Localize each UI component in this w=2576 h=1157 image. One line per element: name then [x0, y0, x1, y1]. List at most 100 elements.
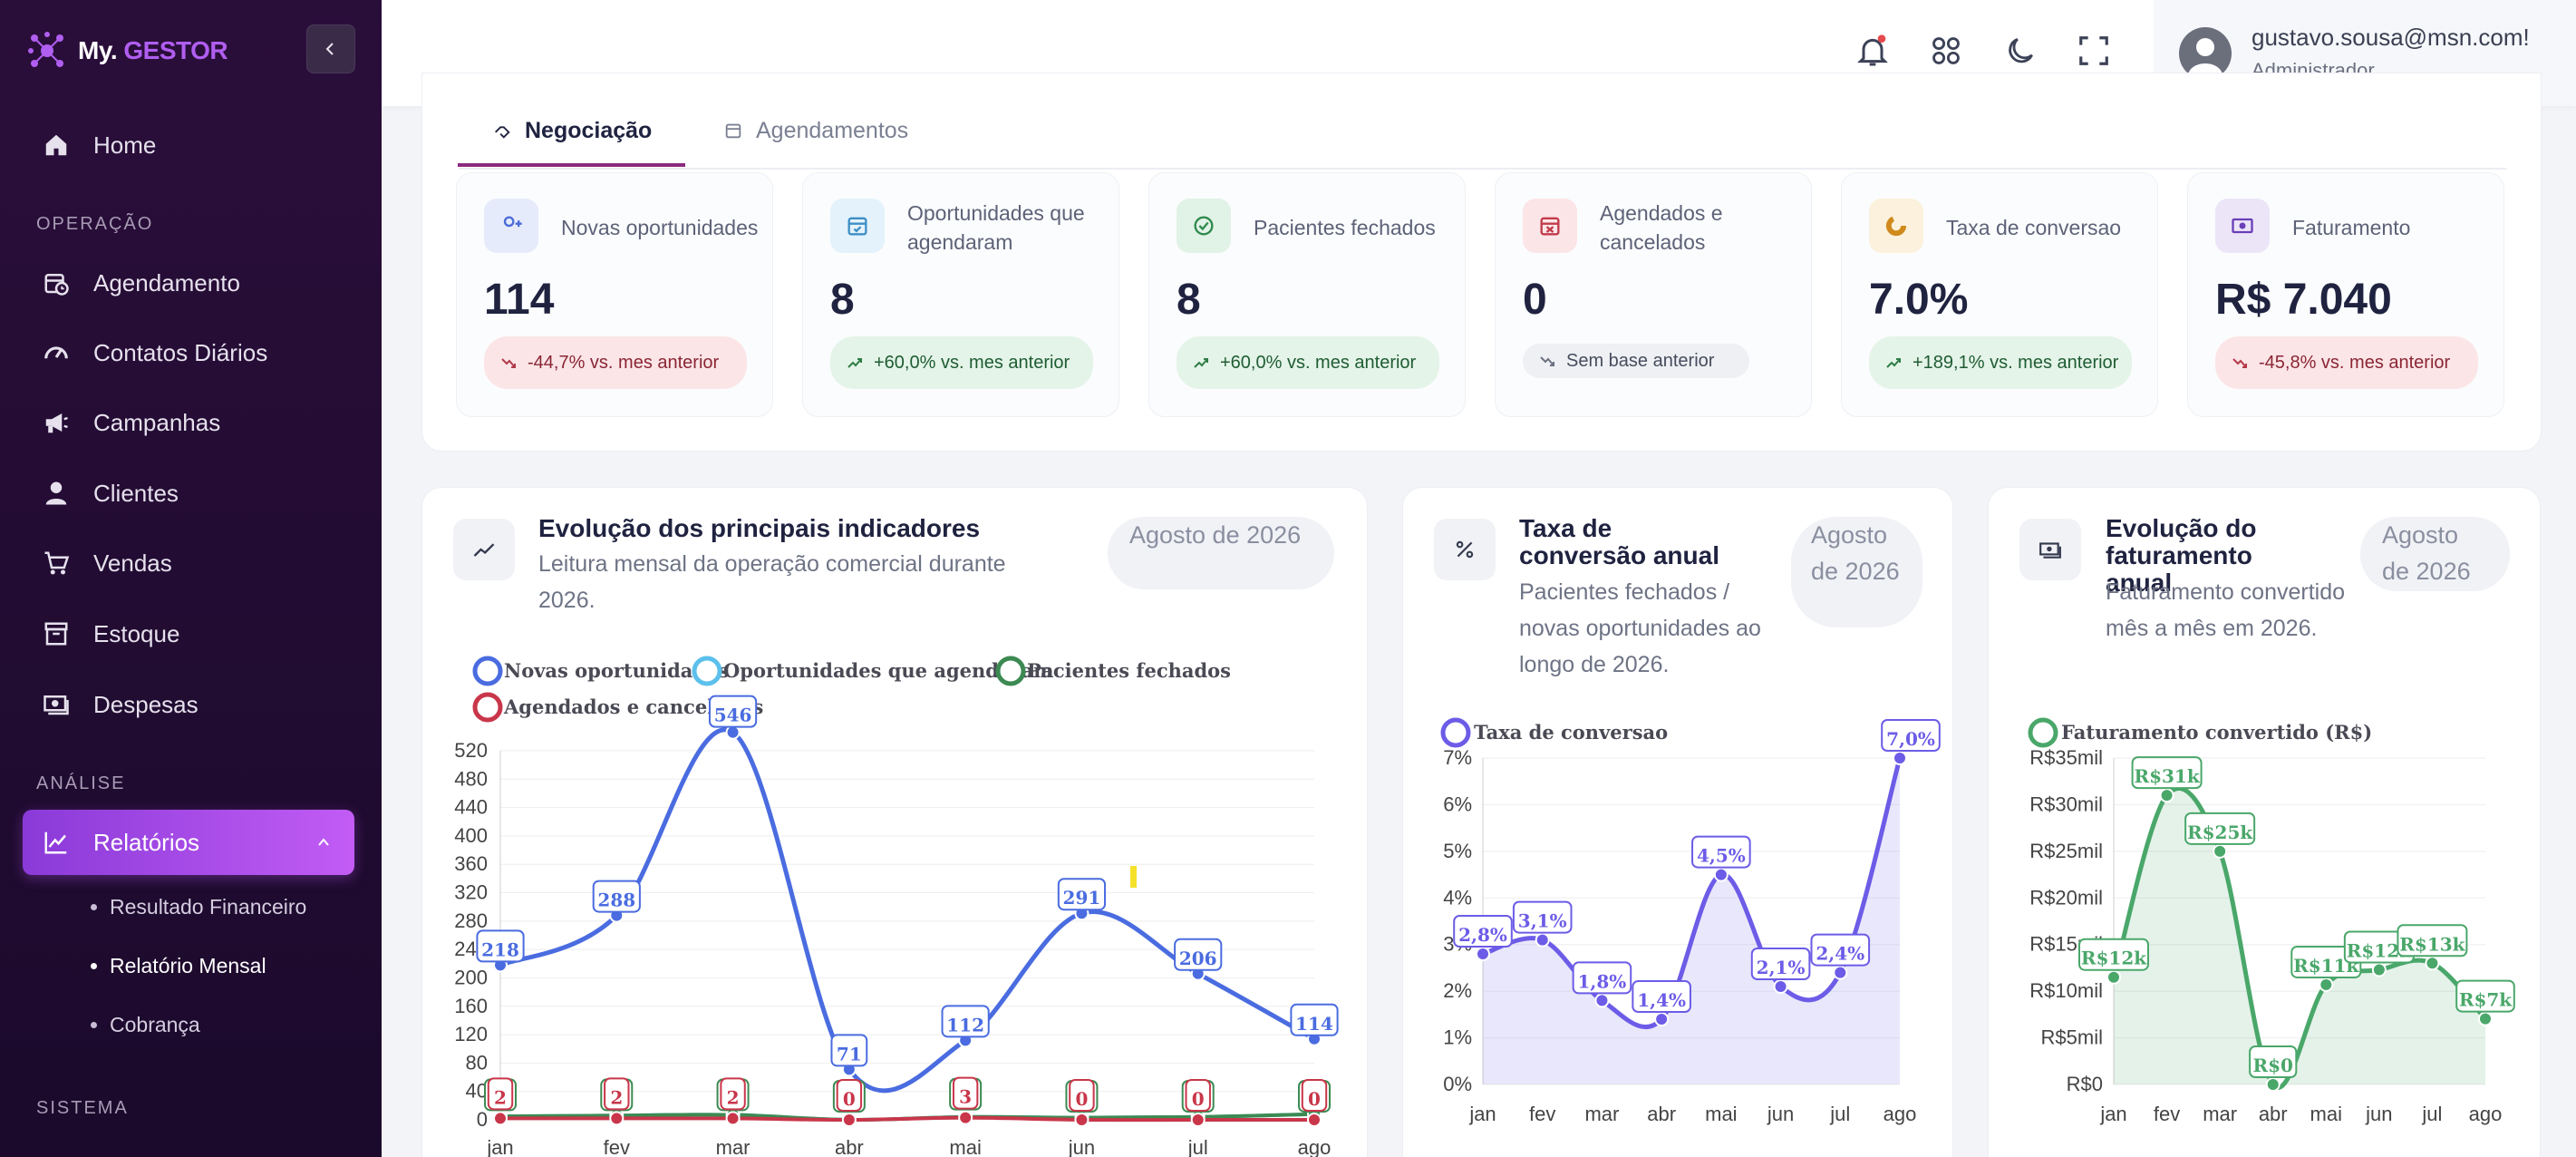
kpi-trend-badge: +189,1% vs. mes anterior [1869, 336, 2132, 389]
x-tick-label: jun [1767, 1103, 1794, 1125]
apps-button[interactable] [1922, 27, 1970, 74]
data-label: R$12k [2078, 938, 2149, 971]
data-point [841, 1113, 857, 1127]
tab-agendamentos[interactable]: Agendamentos [723, 98, 908, 163]
sidebar-item-campanhas[interactable]: Campanhas [23, 390, 354, 455]
kpi-trend-badge: Sem base anterior [1523, 344, 1749, 378]
y-tick-label: R$0 [2067, 1073, 2103, 1095]
kpi-value: 8 [830, 276, 855, 324]
y-tick-label: 1% [1443, 1026, 1472, 1049]
kpi-card: Oportunidades que agendaram 8 +60,0% vs. m… [802, 172, 1119, 417]
trend-up-icon [1194, 358, 1208, 368]
theme-toggle-button[interactable] [1997, 27, 2044, 74]
kpi-badge-text: Sem base anterior [1566, 351, 1715, 371]
data-point [1833, 965, 1848, 980]
data-point [1594, 993, 1610, 1008]
sidebar-item-contatos[interactable]: Contatos Diários [23, 320, 354, 385]
data-point [1713, 867, 1729, 882]
revenue-subtitle: Faturamento convertido mês a mês em 2026… [2106, 579, 2346, 641]
y-tick-label: 520 [454, 739, 488, 762]
sidebar-item-vendas[interactable]: Vendas [23, 530, 354, 596]
indicators-title: Evolução dos principais indicadores [538, 514, 981, 542]
svg-text:2: 2 [610, 1086, 623, 1108]
conversion-period-badge[interactable]: Agosto de 2026 [1791, 517, 1922, 627]
svg-text:2,4%: 2,4% [1816, 943, 1864, 965]
kpi-value: 114 [484, 276, 555, 324]
legend-item[interactable]: Novas oportunidades [472, 656, 729, 686]
kpi-label: Taxa de conversao [1946, 216, 2122, 239]
data-label: 3 [952, 1076, 979, 1110]
y-tick-label: 0% [1443, 1073, 1472, 1095]
y-tick-label: 0 [477, 1108, 488, 1131]
kpi-value: 0 [1523, 276, 1547, 324]
kpi-label: Agendados e cancelados [1600, 201, 1723, 254]
sidebar-item-agendamento[interactable]: Agendamento [23, 250, 354, 316]
cart-icon [44, 551, 70, 575]
data-point [2425, 956, 2440, 971]
trend-up-icon [1886, 358, 1901, 368]
trend-neutral-icon [1540, 356, 1554, 366]
data-label: 218 [476, 929, 525, 963]
svg-text:0: 0 [1308, 1088, 1321, 1110]
kpi-value: 7.0% [1869, 276, 1969, 324]
y-tick-label: R$5mil [2041, 1026, 2103, 1049]
handshake-icon [495, 126, 510, 139]
trend-icon [453, 519, 515, 580]
data-label: 7,0% [1881, 719, 1941, 752]
subitem-label: Cobrança [110, 1013, 200, 1036]
svg-text:2: 2 [727, 1086, 740, 1108]
x-tick-label: jun [2365, 1103, 2392, 1125]
svg-text:1,8%: 1,8% [1578, 970, 1627, 992]
notifications-button[interactable] [1849, 27, 1896, 74]
kpi-badge-text: +60,0% vs. mes anterior [1220, 353, 1417, 373]
subitem-relatorio-mensal[interactable]: Relatório Mensal [91, 954, 266, 978]
data-point [1535, 932, 1550, 948]
data-label: 2,8% [1453, 915, 1513, 948]
section-operacao: OPERAÇÃO [36, 214, 154, 234]
tabs-divider [459, 168, 2507, 170]
x-tick-label: jul [2421, 1103, 2442, 1125]
money-icon [2019, 519, 2081, 580]
data-point [2371, 962, 2387, 977]
y-tick-label: 280 [454, 909, 488, 932]
sidebar-item-despesas[interactable]: Despesas [23, 672, 354, 737]
indicators-period-badge[interactable]: Agosto de 2026 [1108, 517, 1334, 589]
subitem-label: Resultado Financeiro [110, 895, 307, 919]
data-label: 0 [836, 1079, 863, 1112]
kpi-label: Faturamento [2292, 216, 2411, 239]
subitem-resultado-financeiro[interactable]: Resultado Financeiro [91, 895, 306, 919]
logo[interactable]: My. GESTOR [27, 25, 228, 76]
subitem-cobranca[interactable]: Cobrança [91, 1013, 200, 1037]
y-tick-label: 400 [454, 824, 488, 847]
collapse-sidebar-button[interactable] [306, 24, 355, 73]
sidebar: My. GESTOR Home OPERAÇÃO Agendamento Con… [0, 0, 382, 1157]
sidebar-item-relatorios[interactable]: Relatórios [23, 810, 354, 875]
tab-negociacao[interactable]: Negociação [492, 98, 652, 163]
legend-item[interactable]: Pacientes fechados [995, 656, 1231, 686]
svg-text:3,1%: 3,1% [1518, 910, 1567, 932]
y-tick-label: 320 [454, 881, 488, 904]
legend-item[interactable]: Taxa de conversao [1440, 717, 1668, 748]
data-point [1476, 947, 1490, 961]
svg-text:R$7k: R$7k [2459, 989, 2513, 1011]
data-label: 2 [487, 1077, 514, 1111]
kpi-value: 8 [1177, 276, 1201, 324]
fullscreen-button[interactable] [2070, 27, 2117, 74]
revenue-period-badge[interactable]: Agosto de 2026 [2360, 517, 2510, 591]
sidebar-item-estoque[interactable]: Estoque [23, 601, 354, 666]
data-point [2478, 1011, 2493, 1026]
y-tick-label: 480 [454, 767, 488, 790]
kpi-card: Agendados e cancelados 0 Sem base anterior [1495, 172, 1812, 417]
user-plus-icon [484, 199, 538, 253]
sidebar-item-label: Clientes [93, 479, 179, 507]
kpi-label: Novas oportunidades [561, 216, 759, 239]
bullet-icon [91, 963, 97, 969]
calendar-icon [725, 123, 741, 139]
sidebar-item-clientes[interactable]: Clientes [23, 461, 354, 526]
sidebar-item-home[interactable]: Home [23, 112, 354, 178]
series-area [1483, 758, 1900, 1084]
revenue-title: Evolução do faturamento anual [2106, 514, 2257, 597]
bell-icon [1857, 34, 1888, 66]
data-point [1307, 1113, 1322, 1127]
legend-item[interactable]: Faturamento convertido (R$) [2028, 717, 2372, 748]
